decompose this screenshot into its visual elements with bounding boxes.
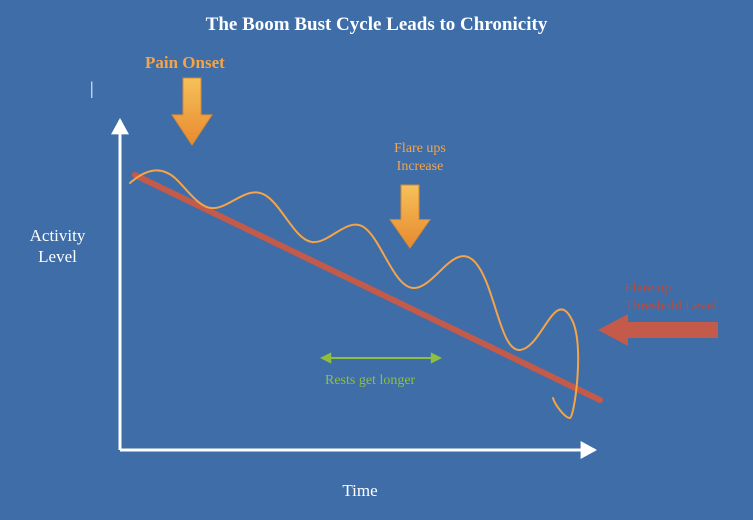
diagram-svg	[0, 0, 753, 520]
